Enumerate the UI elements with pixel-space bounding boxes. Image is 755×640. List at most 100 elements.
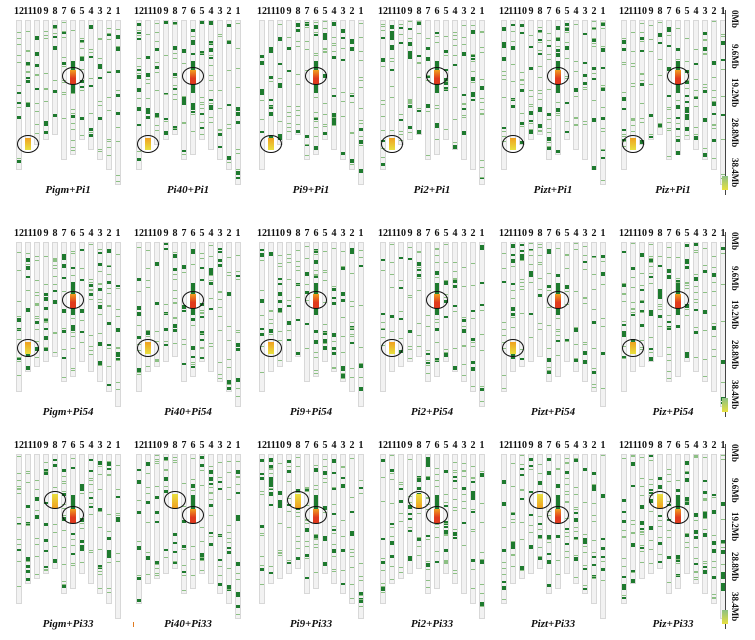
density-band <box>703 54 707 55</box>
density-band <box>305 528 309 532</box>
density-band <box>182 565 186 566</box>
density-band <box>62 57 66 58</box>
density-band <box>502 71 506 72</box>
density-band <box>574 117 578 118</box>
density-band <box>453 119 457 120</box>
density-band <box>218 248 222 250</box>
density-band <box>323 478 327 479</box>
chromosome-bar <box>389 20 395 150</box>
chromosome-number: 12 <box>499 440 509 451</box>
density-band <box>622 97 626 101</box>
density-band <box>658 127 662 128</box>
density-band <box>511 327 515 328</box>
density-band <box>556 468 560 469</box>
density-band <box>62 94 66 95</box>
density-band <box>296 270 300 271</box>
density-band <box>547 113 551 116</box>
density-band <box>116 285 120 287</box>
chromosome-bar <box>639 20 645 145</box>
density-band <box>53 546 57 547</box>
chromosome-number: 5 <box>443 228 449 239</box>
density-band <box>601 117 605 120</box>
density-band <box>435 468 439 469</box>
density-band <box>565 131 569 133</box>
density-band <box>640 531 644 532</box>
density-band <box>98 151 102 152</box>
density-band <box>218 307 222 308</box>
chromosome-bar <box>546 454 552 594</box>
density-band <box>191 36 195 37</box>
density-band <box>601 388 605 389</box>
density-band <box>296 84 300 85</box>
chromosome-number: 11 <box>143 228 153 239</box>
density-band <box>676 257 680 258</box>
density-band <box>155 361 159 362</box>
density-band <box>583 342 587 343</box>
density-band <box>26 290 30 291</box>
density-band <box>529 514 533 516</box>
density-band <box>332 95 336 97</box>
density-band <box>583 246 587 247</box>
density-band <box>712 21 716 22</box>
chromosome-bar <box>425 20 431 160</box>
chromosome-number: 7 <box>666 440 672 451</box>
density-band <box>191 114 195 115</box>
density-band <box>89 459 93 461</box>
density-band <box>26 482 30 483</box>
density-band <box>332 347 336 350</box>
density-band <box>17 358 21 360</box>
density-band <box>529 313 533 315</box>
density-band <box>721 321 725 322</box>
density-band <box>480 102 484 103</box>
density-band <box>649 262 653 263</box>
combination-panel: 12 11 10 9 8 7 6 5 4 3 2 1 Piz+Pi1 <box>617 6 729 206</box>
density-band <box>116 175 120 176</box>
density-band <box>260 473 264 475</box>
density-band <box>296 557 300 560</box>
density-band <box>26 557 30 561</box>
density-band <box>44 347 48 348</box>
chromosome-bar <box>43 454 49 574</box>
chromosome-number: 9 <box>528 228 534 239</box>
density-band <box>227 542 231 543</box>
density-band <box>721 41 725 45</box>
chromosome-bar <box>600 20 606 185</box>
density-band <box>462 52 466 56</box>
chromosome-number: 3 <box>582 6 588 17</box>
density-band <box>453 499 457 500</box>
density-band <box>71 30 75 31</box>
chromosome-bar <box>61 454 67 594</box>
density-band <box>435 551 439 552</box>
density-band <box>62 309 66 313</box>
density-band <box>296 541 300 542</box>
density-band <box>631 485 635 487</box>
density-band <box>471 588 475 589</box>
chromosome-bar <box>52 454 58 569</box>
density-band <box>658 33 662 37</box>
chromosome-bar <box>693 454 699 584</box>
density-band <box>444 82 448 85</box>
density-band <box>323 459 327 460</box>
density-band <box>98 252 102 254</box>
density-band <box>98 342 102 346</box>
density-band <box>408 518 412 520</box>
density-band <box>314 270 318 271</box>
density-band <box>435 322 439 323</box>
highlight-circle <box>667 506 689 524</box>
density-band <box>721 576 725 579</box>
chromosome-number: 12 <box>499 6 509 17</box>
density-band <box>685 304 689 308</box>
density-band <box>453 570 457 571</box>
density-band <box>26 522 30 526</box>
density-band <box>703 154 707 157</box>
density-band <box>649 256 653 257</box>
chromosome-number: 6 <box>70 228 76 239</box>
density-band <box>471 92 475 95</box>
chromosome-bar <box>461 242 467 382</box>
density-band <box>622 62 626 63</box>
density-band <box>574 96 578 97</box>
density-band <box>89 290 93 291</box>
density-band <box>592 257 596 258</box>
panel-label: Pigm+Pi54 <box>42 406 94 418</box>
density-band <box>146 501 150 504</box>
